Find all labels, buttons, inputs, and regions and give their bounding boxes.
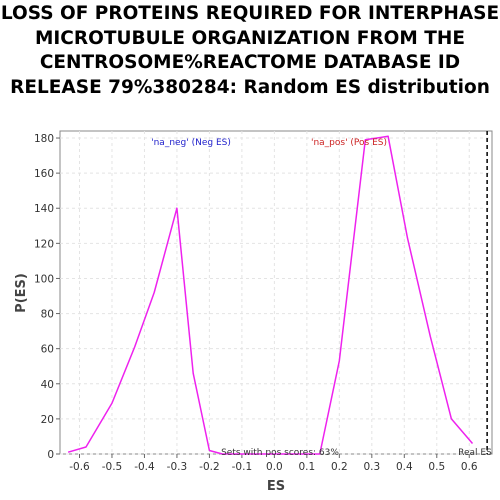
y-axis-label: P(ES) [14,273,29,313]
y-tick-label: 120 [34,238,54,250]
es-distribution-line [67,135,474,455]
annotations: 'na_neg' (Neg ES) 'na_pos' (Pos ES) Sets… [151,138,492,458]
y-tick-label: 40 [41,379,54,391]
x-tick-label: 0.6 [461,461,478,473]
chart-title: LOSS OF PROTEINS REQUIRED FOR INTERPHASE… [0,3,500,98]
y-tick-label: 20 [41,414,54,426]
x-tick-label: 0.1 [299,461,316,473]
series-layer [67,131,488,455]
plot-area [59,130,493,455]
y-tick-label: 60 [41,344,54,356]
y-tick-label: 100 [34,273,54,285]
x-tick-label: 0.0 [266,461,283,473]
real-es-label: Real ES [458,448,492,458]
y-tick-label: 180 [34,133,54,145]
x-tick-label: -0.2 [199,461,220,473]
neg-es-label: 'na_neg' (Neg ES) [151,138,231,148]
x-tick-label: -0.5 [102,461,123,473]
y-tick-label: 80 [41,309,54,321]
x-tick-label: -0.6 [69,461,90,473]
y-tick-label: 0 [47,449,54,461]
x-tick-label: 0.4 [396,461,413,473]
axis-ticks: -0.6 -0.5 -0.4 -0.3 -0.2 -0.1 0.0 0.1 0.2 0.3 0.4 0… [34,133,478,473]
x-tick-label: -0.4 [134,461,155,473]
y-tick-label: 160 [34,168,54,180]
x-tick-label: -0.1 [232,461,253,473]
x-tick-label: -0.3 [167,461,188,473]
pos-es-label: 'na_pos' (Pos ES) [311,138,387,148]
pos-sets-label: Sets with pos scores: 63% [221,448,339,458]
x-tick-label: 0.2 [331,461,348,473]
y-tick-label: 140 [34,203,54,215]
x-axis-label: ES [267,479,285,494]
grid [60,131,492,455]
x-tick-label: 0.5 [428,461,445,473]
x-tick-label: 0.3 [363,461,380,473]
